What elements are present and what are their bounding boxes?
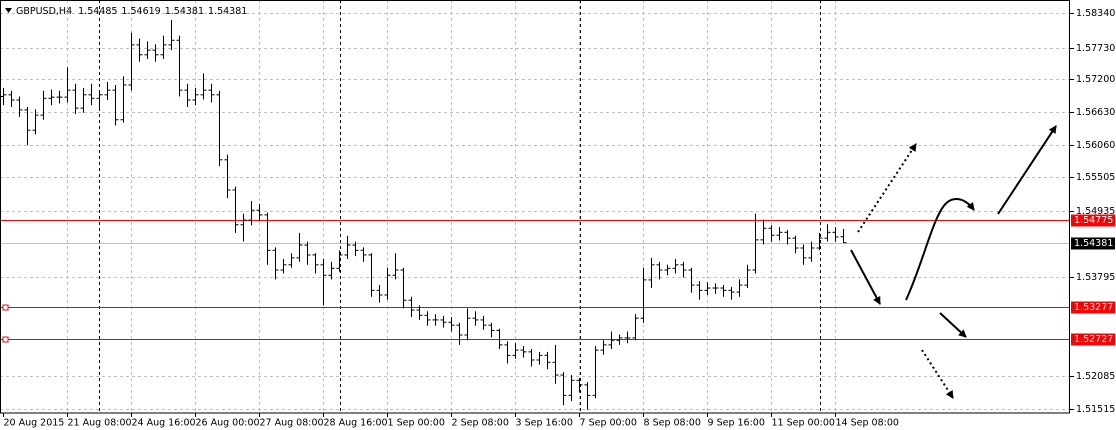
levels <box>0 220 1070 343</box>
x-tick-label: 3 Sep 16:00 <box>516 418 573 429</box>
y-tick-label: 1.56630 <box>1076 107 1115 118</box>
last-price-bg <box>1071 237 1115 250</box>
last-close: 1.54381 <box>208 6 247 17</box>
arrow <box>905 198 975 301</box>
y-tick-label: 1.57200 <box>1076 74 1115 85</box>
arrow <box>850 249 881 305</box>
level-label-bg <box>1071 301 1115 314</box>
arrow <box>997 125 1057 215</box>
x-tick-label: 9 Sep 16:00 <box>708 418 765 429</box>
y-tick-label: 1.58340 <box>1076 8 1115 19</box>
y-tick-label: 1.54935 <box>1076 206 1115 217</box>
plot-border <box>0 0 1070 414</box>
x-tick-label: 21 Aug 08:00 <box>68 418 132 429</box>
x-tick-label: 7 Sep 00:00 <box>580 418 637 429</box>
session-separators <box>99 0 821 413</box>
level-label: 1.54775 <box>1074 215 1113 226</box>
symbol: GBPUSD,H4 <box>16 6 72 17</box>
x-tick-label: 20 Aug 2015 <box>4 418 65 429</box>
last-high: 1.54619 <box>121 6 160 17</box>
x-tick-label: 27 Aug 08:00 <box>260 418 324 429</box>
y-tick-label: 1.53795 <box>1076 272 1115 283</box>
level-label-bg <box>1071 333 1115 346</box>
y-tick-label: 1.52085 <box>1076 371 1115 382</box>
y-tick-label: 1.55505 <box>1076 172 1115 183</box>
x-tick-label: 14 Sep 08:00 <box>836 418 899 429</box>
forecast-arrows <box>850 125 1057 399</box>
x-tick-label: 24 Aug 16:00 <box>132 418 196 429</box>
x-tick-label: 8 Sep 08:00 <box>644 418 701 429</box>
bars <box>0 19 847 410</box>
x-tick-label: 2 Sep 08:00 <box>452 418 509 429</box>
menu-triangle[interactable] <box>5 8 12 13</box>
chart-header: GBPUSD,H4 1.54485 1.54619 1.54381 1.54381 <box>16 6 247 17</box>
last-open: 1.54485 <box>78 6 117 17</box>
y-tick-label: 1.56060 <box>1076 140 1115 151</box>
x-tick-label: 28 Aug 16:00 <box>324 418 388 429</box>
y-tick-label: 1.57730 <box>1076 43 1115 54</box>
level-handle <box>2 336 9 343</box>
arrow <box>939 312 967 338</box>
last-price-label: 1.54381 <box>1074 238 1113 249</box>
x-tick-label: 26 Aug 00:00 <box>196 418 260 429</box>
y-tick-label: 1.51515 <box>1076 404 1115 415</box>
axes: 1.58340 1.57730 1.57200 1.56630 1.56060 1.555… <box>3 8 1115 429</box>
x-tick-label: 11 Sep 00:00 <box>772 418 835 429</box>
level-label-bg <box>1071 214 1115 227</box>
level-label: 1.52727 <box>1074 334 1113 345</box>
level-label: 1.53277 <box>1074 302 1113 313</box>
x-tick-label: 1 Sep 00:00 <box>388 418 445 429</box>
last-low: 1.54381 <box>165 6 204 17</box>
level-handle <box>2 304 9 311</box>
